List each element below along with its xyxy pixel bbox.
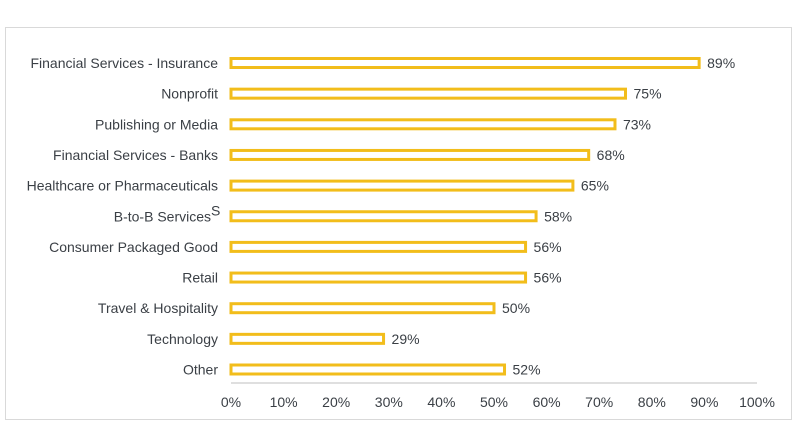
x-tick-label: 60% [533,394,561,410]
bar-b-to-b-services [229,210,538,223]
bar-nonprofit [229,87,627,100]
x-tick-label: 40% [427,394,455,410]
value-label-financial-services-banks: 68% [597,147,625,163]
value-label-technology: 29% [392,331,420,347]
category-label-travel-hospitality: Travel & Hospitality [98,300,218,316]
bars-layer [229,57,701,376]
category-superscript: S [211,202,220,218]
category-label-nonprofit: Nonprofit [161,86,218,102]
x-tick-label: 80% [638,394,666,410]
value-label-travel-hospitality: 50% [502,300,530,316]
value-label-consumer-packaged-good: 56% [534,239,562,255]
value-label-retail: 56% [534,270,562,286]
bar-financial-services-banks [229,148,591,161]
value-labels: 89%75%73%68%65%58%56%56%50%29%52% [392,55,736,378]
x-tick-label: 100% [739,394,775,410]
x-tick-label: 10% [270,394,298,410]
x-tick-labels: 0% 10% 20% 30% 40% 50% 60% 70% 80% 90% 100% [221,394,775,410]
bar-travel-hospitality [229,302,496,315]
category-label-consumer-packaged-good: Consumer Packaged Good [49,239,218,255]
x-tick-label: 90% [690,394,718,410]
bar-other [229,363,507,376]
value-label-financial-services-insurance: 89% [707,55,735,71]
category-label-financial-services-insurance: Financial Services - Insurance [30,55,218,71]
value-label-healthcare-or-pharmaceuticals: 65% [581,178,609,194]
category-labels: Financial Services - Insurance Nonprofit P… [27,55,221,378]
category-label-healthcare-or-pharmaceuticals: Healthcare or Pharmaceuticals [27,178,218,194]
category-label-retail: Retail [182,270,218,286]
x-tick-label: 70% [585,394,613,410]
x-tick-label: 50% [480,394,508,410]
value-label-b-to-b-services: 58% [544,208,572,224]
chart-frame [5,27,792,420]
value-label-nonprofit: 75% [634,86,662,102]
category-label-financial-services-banks: Financial Services - Banks [53,147,218,163]
bar-financial-services-insurance [229,57,701,69]
value-label-other: 52% [513,362,541,378]
bar-consumer-packaged-good [229,240,528,253]
x-tick-label: 30% [375,394,403,410]
bar-technology [229,332,386,345]
category-label-technology: Technology [147,331,218,347]
category-label-other: Other [183,362,218,378]
category-label-b-to-b-services: B-to-B Services [114,208,211,224]
bar-publishing-or-media [229,118,617,131]
bar-healthcare-or-pharmaceuticals [229,179,575,192]
x-tick-label: 20% [322,394,350,410]
value-label-publishing-or-media: 73% [623,116,651,132]
bar-retail [229,271,528,284]
category-label-publishing-or-media: Publishing or Media [95,116,218,132]
x-tick-label: 0% [221,394,241,410]
